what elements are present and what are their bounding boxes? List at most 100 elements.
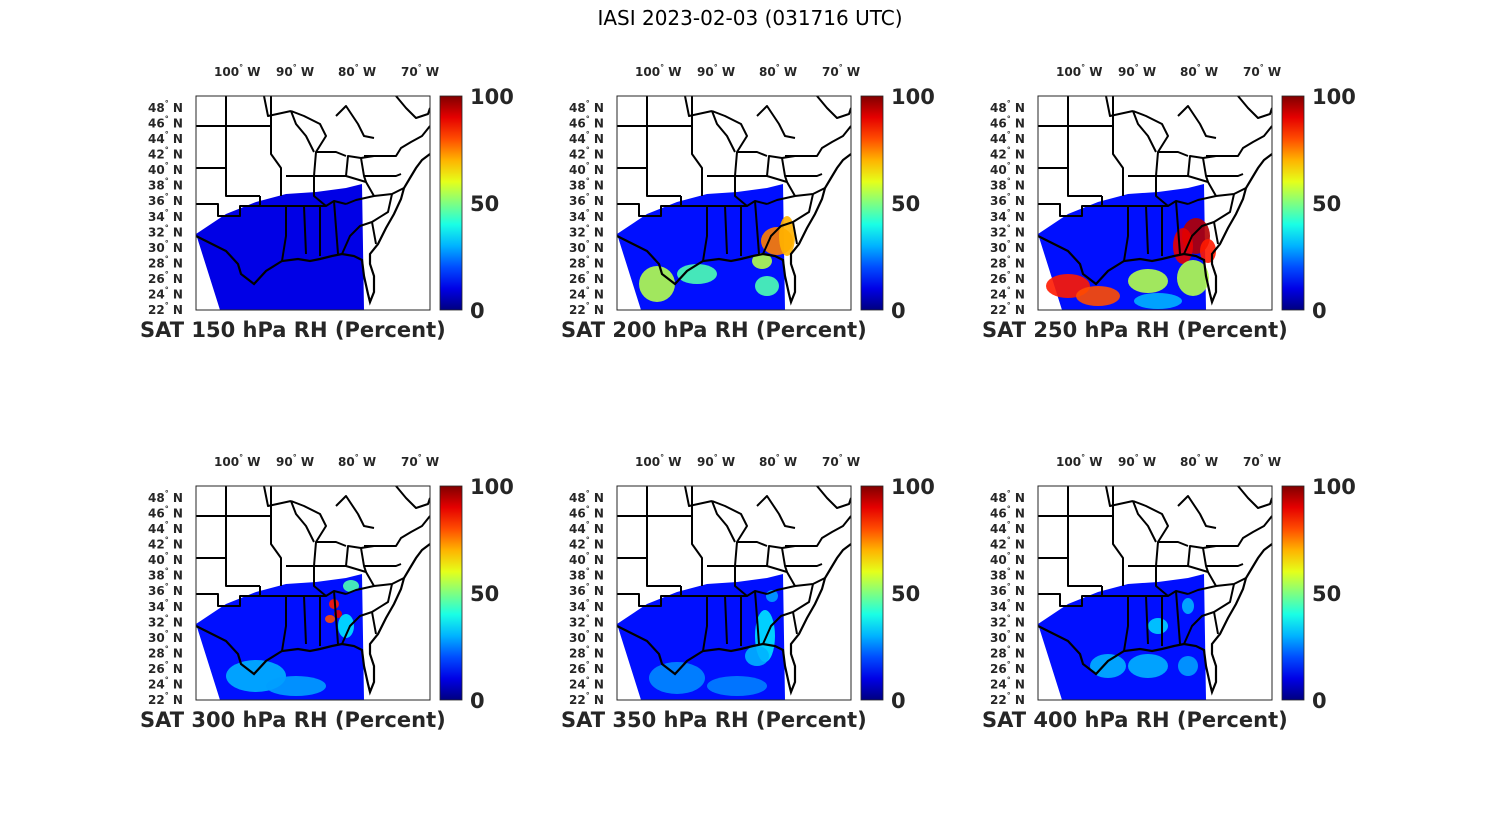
lat-tick-label: 42° N — [569, 146, 604, 162]
lat-tick-label: 22° N — [148, 691, 183, 707]
lon-tick-label: 100° W — [1056, 63, 1102, 79]
lat-tick-label: 22° N — [990, 301, 1025, 317]
lon-tick-label: 70° W — [401, 453, 439, 469]
lon-tick-label: 70° W — [822, 453, 860, 469]
lon-tick-label: 90° W — [276, 63, 314, 79]
lat-tick-label: 44° N — [990, 130, 1025, 146]
lat-tick-label: 48° N — [148, 489, 183, 505]
coastline — [1038, 543, 1272, 696]
map-frame — [1037, 95, 1273, 311]
state-borders — [196, 96, 430, 262]
lat-tick-label: 40° N — [148, 551, 183, 567]
lat-tick-label: 28° N — [990, 644, 1025, 660]
moisture-patch — [1178, 656, 1198, 676]
moisture-patch — [343, 580, 359, 592]
moisture-patch — [266, 676, 326, 696]
moisture-patch — [1148, 618, 1168, 634]
colorbar-tick-label: 50 — [470, 192, 499, 216]
lat-tick-label: 36° N — [990, 192, 1025, 208]
lon-tick-label: 80° W — [1180, 63, 1218, 79]
colorbar-tick-label: 50 — [470, 582, 499, 606]
lat-tick-label: 44° N — [148, 130, 183, 146]
state-borders — [617, 96, 851, 262]
moisture-patch — [649, 662, 705, 694]
colorbar-tick-label: 50 — [1312, 582, 1341, 606]
lat-tick-label: 40° N — [990, 161, 1025, 177]
lat-tick-label: 30° N — [569, 239, 604, 255]
lat-tick-label: 38° N — [148, 177, 183, 193]
lon-tick-label: 100° W — [635, 63, 681, 79]
coastline — [196, 153, 430, 306]
lat-tick-label: 48° N — [990, 489, 1025, 505]
lat-tick-label: 44° N — [569, 130, 604, 146]
lat-tick-label: 30° N — [148, 629, 183, 645]
moisture-patch — [639, 266, 675, 302]
lat-tick-label: 26° N — [990, 660, 1025, 676]
lat-tick-label: 32° N — [148, 613, 183, 629]
colorbar-tick-label: 0 — [891, 299, 906, 323]
lon-tick-label: 100° W — [635, 453, 681, 469]
map-figure: 100° W 90° W 80° W 70° W 48° N46° N44° N42° … — [569, 63, 935, 323]
lat-tick-label: 34° N — [990, 598, 1025, 614]
lat-tick-label: 38° N — [148, 567, 183, 583]
lat-tick-label: 42° N — [990, 146, 1025, 162]
lat-tick-label: 48° N — [148, 99, 183, 115]
lon-tick-label: 70° W — [401, 63, 439, 79]
rh-map-panel-300: 100° W 90° W 80° W 70° W 48° N 46° N 44° N 42° … — [136, 446, 536, 746]
lat-tick-label: 30° N — [990, 239, 1025, 255]
colorbar-tick-label: 100 — [891, 85, 935, 109]
map-figure: 100° W 90° W 80° W 70° W 48° N46° N44° N42° … — [148, 453, 514, 713]
lat-tick-label: 38° N — [990, 177, 1025, 193]
lon-tick-label: 90° W — [1118, 63, 1156, 79]
lat-tick-label: 40° N — [148, 161, 183, 177]
lat-tick-label: 32° N — [148, 223, 183, 239]
map-frame — [616, 95, 852, 311]
lat-tick-label: 26° N — [569, 270, 604, 286]
lat-tick-label: 32° N — [569, 613, 604, 629]
lon-tick-label: 90° W — [697, 453, 735, 469]
map-frame — [195, 485, 431, 701]
lat-tick-label: 46° N — [148, 115, 183, 131]
colorbar — [439, 95, 463, 311]
lat-tick-label: 36° N — [990, 582, 1025, 598]
lat-tick-label: 26° N — [569, 660, 604, 676]
lat-tick-label: 36° N — [569, 192, 604, 208]
panel-caption: SAT 300 hPa RH (Percent) — [140, 708, 446, 732]
map-frame — [195, 95, 431, 311]
lat-tick-label: 38° N — [569, 567, 604, 583]
lat-tick-label: 34° N — [148, 208, 183, 224]
lat-tick-label: 32° N — [990, 613, 1025, 629]
lon-tick-label: 80° W — [1180, 453, 1218, 469]
lat-tick-label: 22° N — [148, 301, 183, 317]
map-frame — [1037, 485, 1273, 701]
lon-tick-label: 80° W — [338, 63, 376, 79]
lat-tick-label: 46° N — [148, 505, 183, 521]
panel-caption: SAT 400 hPa RH (Percent) — [982, 708, 1288, 732]
lon-tick-label: 90° W — [276, 453, 314, 469]
rh-map-panel-200: 100° W 90° W 80° W 70° W 48° N 46° N 44° N 42° … — [557, 56, 957, 356]
lon-tick-label: 80° W — [759, 453, 797, 469]
map-figure: 100° W 90° W 80° W 70° W 48° N46° N44° N42° … — [569, 453, 935, 713]
lat-tick-label: 42° N — [148, 536, 183, 552]
moisture-patch — [1076, 286, 1120, 306]
moisture-patch — [1177, 260, 1209, 296]
coastline — [196, 543, 430, 696]
lat-tick-label: 28° N — [569, 254, 604, 270]
map-figure: 100° W 90° W 80° W 70° W 48° N46° N44° N42° … — [990, 63, 1356, 323]
lat-tick-label: 30° N — [990, 629, 1025, 645]
lat-tick-label: 44° N — [148, 520, 183, 536]
moisture-patch — [755, 276, 779, 296]
lat-tick-label: 40° N — [569, 551, 604, 567]
lat-tick-label: 40° N — [990, 551, 1025, 567]
lat-tick-label: 44° N — [569, 520, 604, 536]
lat-tick-label: 28° N — [148, 254, 183, 270]
moisture-patch — [1182, 598, 1194, 614]
map-frame — [616, 485, 852, 701]
lat-tick-label: 22° N — [569, 301, 604, 317]
lat-tick-label: 34° N — [569, 598, 604, 614]
colorbar-tick-label: 100 — [891, 475, 935, 499]
lat-tick-label: 28° N — [990, 254, 1025, 270]
lat-tick-label: 42° N — [569, 536, 604, 552]
lat-tick-label: 26° N — [990, 270, 1025, 286]
lat-tick-label: 46° N — [569, 115, 604, 131]
